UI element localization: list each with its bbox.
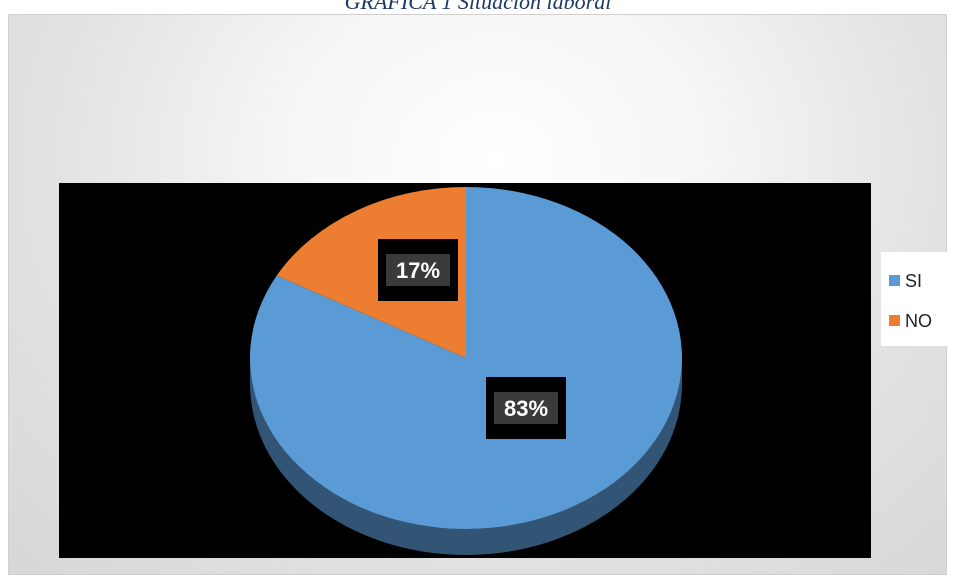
data-label-text-no: 17% [396, 258, 440, 283]
legend-item-si: SI [889, 270, 922, 292]
legend-item-no: NO [889, 310, 932, 332]
legend-swatch-si [889, 274, 900, 286]
legend-label-no: NO [905, 311, 932, 331]
data-label-bg-no [386, 254, 450, 286]
legend-label-si: SI [905, 271, 923, 291]
pie-slice-no [276, 187, 466, 358]
data-label-text-si: 83% [504, 396, 548, 421]
data-label-bg-si [494, 392, 558, 424]
data-label-no: 17% [378, 239, 458, 301]
legend-swatch-no [889, 314, 900, 326]
chart-legend: SI NO [881, 252, 956, 346]
chart-caption: GRAFICA 1 Situación laboral [344, 0, 612, 14]
data-label-si: 83% [486, 377, 566, 439]
pie-slice-si [249, 187, 682, 529]
